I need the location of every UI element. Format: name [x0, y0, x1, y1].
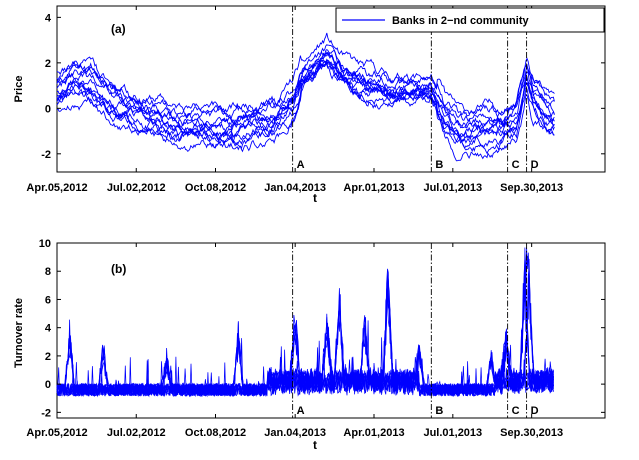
panel-a-y-axis-label: Price: [13, 76, 25, 103]
a-x-tick-label: Apr.01,2013: [343, 182, 404, 194]
b-x-tick-label: Jul.01,2013: [423, 427, 482, 439]
a-x-tick-label: Jul.02,2012: [107, 182, 166, 194]
a-event-label-a: A: [297, 159, 305, 171]
a-y-tick-label: 2: [45, 58, 51, 70]
a-y-tick-label: 0: [45, 103, 51, 115]
b-x-tick-label: Sep.30,2013: [500, 427, 563, 439]
panel-b-series-group: [56, 247, 554, 398]
b-x-tick-label: Oct.08,2012: [185, 427, 246, 439]
b-event-label-b: B: [435, 405, 443, 417]
turnover-series-line-12: [56, 258, 554, 397]
b-y-tick-label: 0: [45, 379, 51, 391]
b-event-label-c: C: [512, 405, 520, 417]
price-series-line-3: [56, 49, 555, 134]
a-x-tick-label: Oct.08,2012: [185, 182, 246, 194]
panel-a-x-ticks: Apr.05,2012 Jul.02,2012 Oct.08,2012 Jan.04,…: [26, 6, 563, 194]
a-event-label-b: B: [435, 159, 443, 171]
a-x-tick-label: Apr.05,2012: [26, 182, 87, 194]
b-y-tick-label: 6: [45, 294, 51, 306]
b-event-label-d: D: [531, 405, 539, 417]
b-x-tick-label: Apr.01,2013: [343, 427, 404, 439]
turnover-series-line-14: [56, 268, 554, 397]
legend-label: Banks in 2−nd community: [392, 15, 529, 27]
b-x-tick-label: Apr.05,2012: [26, 427, 87, 439]
panel-a-label: (a): [111, 22, 126, 36]
price-series-line-12: [56, 53, 555, 143]
price-series-line-1: [56, 32, 555, 119]
panel-b-label: (b): [111, 262, 126, 276]
price-series-line-6: [56, 58, 555, 149]
panel-a-series-group: [56, 32, 555, 162]
panel-a-x-axis-label: t: [313, 191, 317, 205]
b-x-tick-label: Jul.02,2012: [107, 427, 166, 439]
a-x-tick-label: Jan.04,2013: [264, 182, 326, 194]
panel-b-x-ticks: Apr.05,2012 Jul.02,2012 Oct.08,2012 Jan.04,…: [26, 243, 563, 439]
b-event-label-a: A: [297, 405, 305, 417]
b-y-tick-label: 2: [45, 351, 51, 363]
panel-b-y-ticks: -2 0 2 4 6 8 10: [39, 238, 605, 419]
panel-a-axes-box: [56, 5, 606, 173]
a-x-tick-label: Sep.30,2013: [500, 182, 563, 194]
b-y-tick-label: 4: [45, 323, 52, 335]
b-y-tick-label: 8: [45, 266, 51, 278]
b-y-tick-label: 10: [39, 238, 51, 250]
a-x-tick-label: Jul.01,2013: [423, 182, 482, 194]
panel-b-x-axis-label: t: [313, 438, 317, 452]
price-series-line-5: [56, 59, 555, 135]
a-y-tick-label: 4: [45, 12, 52, 24]
b-y-tick-label: -2: [41, 407, 51, 419]
panel-b-axes-box: [56, 242, 606, 419]
price-series-line-2: [56, 51, 555, 127]
a-y-tick-label: -2: [41, 149, 51, 161]
price-series-line-7: [56, 59, 555, 143]
panel-b-y-axis-label: Turnover rate: [13, 298, 25, 368]
price-series-line-9: [56, 62, 555, 153]
legend: Banks in 2−nd community: [335, 7, 605, 33]
a-event-label-d: D: [531, 159, 539, 171]
b-x-tick-label: Jan.04,2013: [264, 427, 326, 439]
panel-a-y-ticks: -2 0 2 4: [41, 12, 605, 161]
price-series-line-11: [56, 44, 555, 126]
a-event-label-c: C: [512, 159, 520, 171]
